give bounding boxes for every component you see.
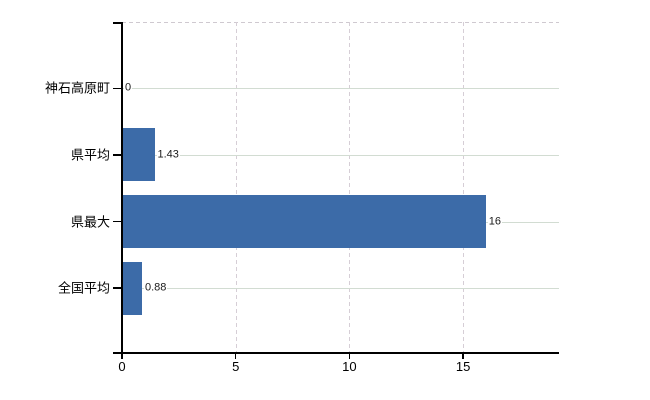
v-gridline xyxy=(235,22,237,353)
bar xyxy=(122,261,142,315)
bar xyxy=(122,195,486,248)
bar-value-label: 0.88 xyxy=(144,281,168,295)
category-label: 神石高原町 xyxy=(44,80,110,96)
y-tick xyxy=(113,287,122,289)
y-tick xyxy=(113,220,122,223)
h-gridline xyxy=(122,154,559,156)
h-gridline xyxy=(122,88,559,90)
x-tick xyxy=(234,353,237,359)
x-tick-label: 5 xyxy=(232,359,240,374)
v-gridline xyxy=(463,22,465,353)
category-label: 全国平均 xyxy=(57,280,110,296)
y-axis-line xyxy=(121,22,123,353)
bar-value-label: 16 xyxy=(487,215,503,228)
y-tick xyxy=(113,87,122,89)
x-tick-label: 10 xyxy=(342,359,357,374)
x-tick-label: 15 xyxy=(455,359,471,374)
y-tick xyxy=(113,22,122,24)
x-axis-line xyxy=(122,352,559,354)
bar xyxy=(122,128,155,182)
h-gridline xyxy=(122,288,559,290)
y-tick xyxy=(113,352,122,354)
x-tick xyxy=(462,353,464,359)
x-tick xyxy=(121,353,123,359)
category-label: 県最大 xyxy=(70,214,110,229)
bar-value-label: 0 xyxy=(124,81,133,95)
category-label: 県平均 xyxy=(70,147,110,163)
bar-value-label: 1.43 xyxy=(156,148,180,162)
x-tick xyxy=(348,353,351,359)
x-tick-label: 0 xyxy=(118,359,126,374)
plot-top-border xyxy=(122,22,559,23)
plot-area: 0 1.43 16 0.88 xyxy=(113,22,559,359)
v-gridline xyxy=(349,22,351,353)
y-tick xyxy=(113,154,122,156)
